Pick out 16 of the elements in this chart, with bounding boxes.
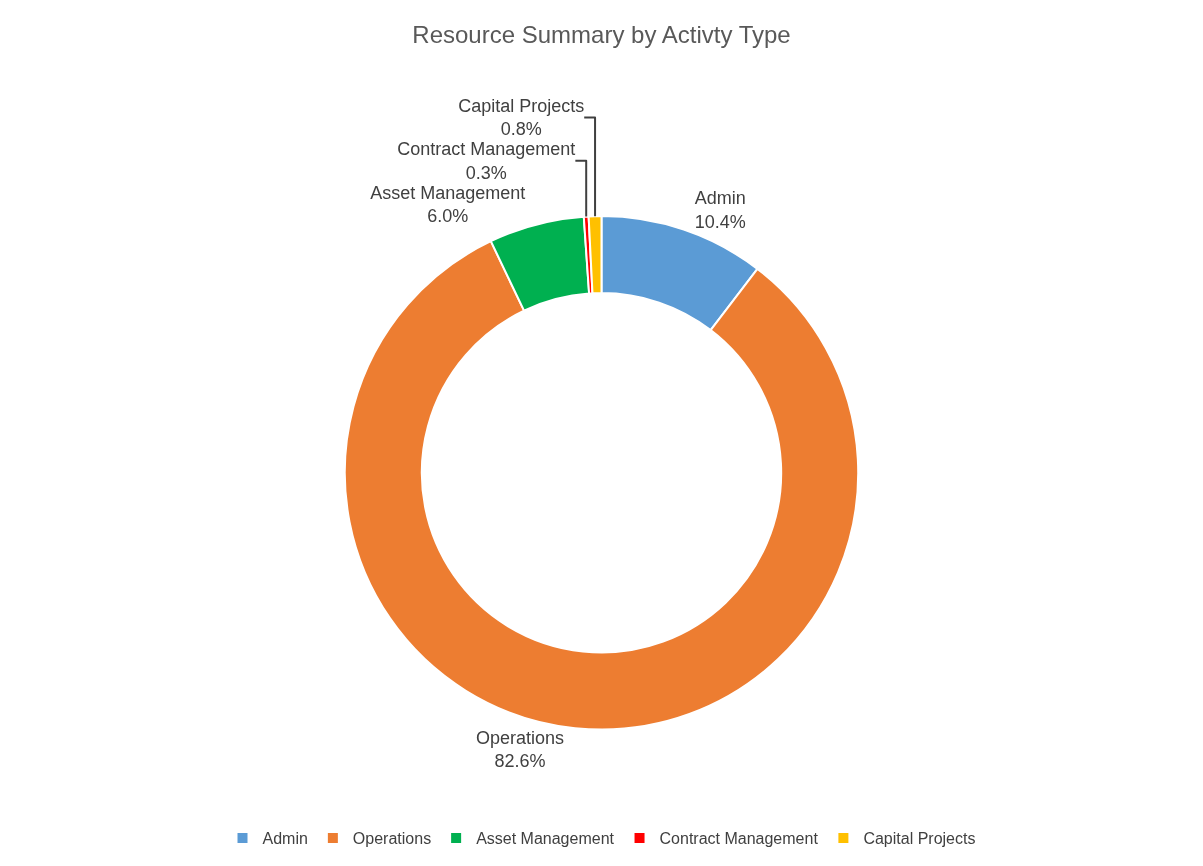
slice-label: Capital Projects xyxy=(458,95,585,116)
data-label: 10.4% xyxy=(694,211,746,232)
slice-label: Contract Management xyxy=(397,139,576,160)
data-label: 6.0% xyxy=(427,205,469,226)
legend-label: Admin xyxy=(262,830,308,848)
legend-label: Asset Management xyxy=(476,830,615,848)
slice-label: Admin xyxy=(694,188,746,209)
legend-label: Operations xyxy=(352,830,432,848)
legend-label: Contract Management xyxy=(659,830,819,848)
data-label: 0.8% xyxy=(500,119,542,140)
legend-label: Capital Projects xyxy=(863,830,976,848)
data-label: 82.6% xyxy=(494,751,546,772)
chart-title: Resource Summary by Activty Type xyxy=(412,20,791,48)
slice-label: Asset Management xyxy=(370,182,526,203)
data-label: 0.3% xyxy=(465,162,507,183)
slice-label: Operations xyxy=(476,727,565,748)
